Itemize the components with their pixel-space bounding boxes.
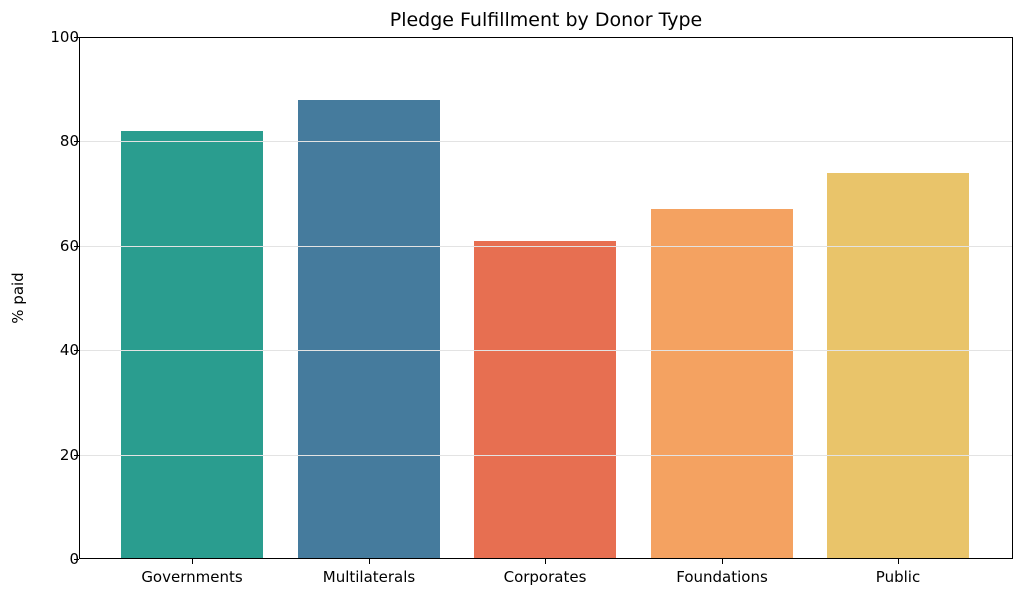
y-axis-label: % paid [9,272,27,324]
bar-foundations [651,209,793,559]
y-tick-label: 40 [59,341,79,360]
y-tick-mark [74,559,79,560]
y-tick-mark [74,141,79,143]
x-tick-mark [369,559,370,564]
x-tick-label: Corporates [503,568,587,586]
gridline [79,350,1013,352]
x-tick-mark [545,559,546,564]
x-tick-mark [192,559,193,564]
bar-public [827,172,969,559]
y-tick-label: 100 [50,28,79,46]
x-tick-mark [898,559,899,564]
bar-corporates [474,240,616,559]
plot-area [79,37,1013,559]
x-tick-label: Multilaterals [322,568,416,586]
y-tick-mark [74,37,79,38]
y-tick-label: 80 [59,132,79,151]
x-tick-label: Public [875,568,921,586]
y-tick-mark [74,350,79,352]
y-tick-mark [74,454,79,456]
bar-multilaterals [298,99,440,559]
x-tick-mark [722,559,723,564]
y-tick-label: 60 [59,236,79,255]
gridline [79,141,1013,143]
x-tick-label: Foundations [676,568,768,586]
bar-governments [121,130,263,559]
chart-title: Pledge Fulfillment by Donor Type [389,9,703,31]
gridline [79,454,1013,456]
gridline [79,245,1013,247]
y-tick-label: 20 [59,445,79,464]
x-tick-label: Governments [141,568,243,586]
y-tick-mark [74,245,79,247]
